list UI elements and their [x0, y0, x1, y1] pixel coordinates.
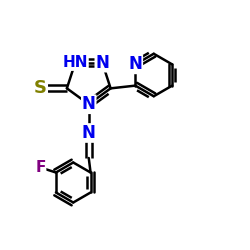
Text: N: N [82, 124, 96, 142]
Text: F: F [35, 160, 46, 175]
Text: S: S [34, 79, 47, 97]
Text: HN: HN [62, 55, 88, 70]
Text: N: N [82, 95, 96, 113]
Text: N: N [128, 56, 142, 74]
Text: N: N [95, 54, 109, 72]
